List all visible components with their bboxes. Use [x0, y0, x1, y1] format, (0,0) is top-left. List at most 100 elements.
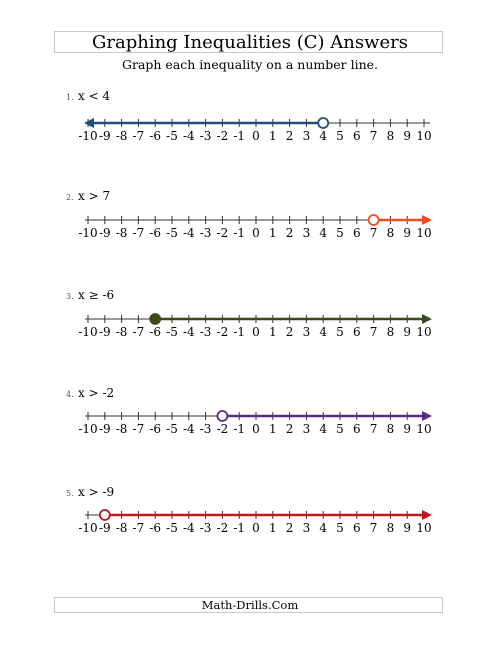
tick-label: 9: [403, 226, 411, 240]
tick-label: 3: [303, 422, 311, 436]
tick-label: 4: [319, 226, 327, 240]
tick-label: 7: [370, 325, 378, 339]
tick-label: 6: [353, 521, 361, 535]
tick-label: 5: [336, 521, 344, 535]
tick-label: -3: [200, 325, 212, 339]
title-box: [54, 31, 443, 53]
tick-label: -3: [200, 422, 212, 436]
tick-label: -1: [233, 325, 245, 339]
tick-label: 5: [336, 129, 344, 143]
open-circle-icon: [367, 214, 380, 226]
tick-label: 6: [353, 422, 361, 436]
tick-label: -8: [116, 325, 128, 339]
tick-label: -4: [183, 422, 195, 436]
tick-label: 3: [303, 521, 311, 535]
tick-label: 10: [416, 226, 431, 240]
open-circle-icon: [216, 410, 229, 422]
tick-label: -10: [78, 521, 97, 535]
tick-label: -3: [200, 226, 212, 240]
tick-label: -6: [149, 422, 161, 436]
tick-label: 9: [403, 129, 411, 143]
tick-label: 6: [353, 129, 361, 143]
tick-label: 4: [319, 325, 327, 339]
tick-label: -8: [116, 521, 128, 535]
tick-label: 2: [286, 129, 294, 143]
tick-label: 8: [387, 325, 395, 339]
tick-label: 4: [319, 521, 327, 535]
tick-label: -9: [99, 325, 111, 339]
tick-label: 7: [370, 521, 378, 535]
tick-label: -10: [78, 325, 97, 339]
tick-label: -9: [99, 422, 111, 436]
tick-label: 8: [387, 422, 395, 436]
footer-text: Math-Drills.Com: [201, 598, 299, 612]
tick-label: 2: [286, 226, 294, 240]
problem-1-number: 1.: [66, 93, 74, 102]
tick-label: 0: [252, 325, 260, 339]
tick-label: -1: [233, 129, 245, 143]
problem-3-inequality: x ≥ -6: [78, 288, 115, 302]
tick-label: 3: [303, 325, 311, 339]
tick-label: 7: [370, 422, 378, 436]
tick-label: -6: [149, 226, 161, 240]
tick-label: 0: [252, 521, 260, 535]
tick-label: -5: [166, 422, 178, 436]
tick-label: 8: [387, 521, 395, 535]
tick-label: 7: [370, 129, 378, 143]
tick-label: -8: [116, 422, 128, 436]
footer-box: [54, 597, 443, 613]
tick-label: 2: [286, 422, 294, 436]
arrow-right-icon: [422, 215, 432, 225]
page-title: Graphing Inequalities (C) Answers: [91, 32, 408, 53]
tick-label: 10: [416, 129, 431, 143]
tick-label: -9: [99, 129, 111, 143]
tick-label: -6: [149, 129, 161, 143]
tick-label: 0: [252, 422, 260, 436]
problem-4-number: 4.: [66, 390, 74, 399]
tick-label: -5: [166, 226, 178, 240]
tick-label: 1: [269, 521, 277, 535]
tick-label: -1: [233, 521, 245, 535]
tick-label: 0: [252, 129, 260, 143]
tick-label: 6: [353, 226, 361, 240]
problem-3-number: 3.: [66, 292, 74, 301]
tick-label: 1: [269, 226, 277, 240]
tick-label: 10: [416, 325, 431, 339]
tick-label: -5: [166, 521, 178, 535]
tick-label: -5: [166, 129, 178, 143]
tick-label: 1: [269, 129, 277, 143]
tick-label: -3: [200, 521, 212, 535]
problem-2-inequality: x > 7: [78, 189, 111, 203]
tick-label: -6: [149, 521, 161, 535]
arrow-right-icon: [422, 510, 432, 520]
tick-label: -2: [217, 129, 229, 143]
tick-label: 8: [387, 226, 395, 240]
tick-label: 4: [319, 129, 327, 143]
closed-circle-icon: [149, 313, 162, 325]
tick-label: 1: [269, 325, 277, 339]
arrow-right-icon: [422, 314, 432, 324]
tick-label: 2: [286, 521, 294, 535]
tick-label: -7: [133, 226, 145, 240]
tick-label: 4: [319, 422, 327, 436]
tick-label: 2: [286, 325, 294, 339]
tick-label: -4: [183, 129, 195, 143]
tick-label: -7: [133, 325, 145, 339]
tick-label: -9: [99, 226, 111, 240]
tick-label: -2: [217, 325, 229, 339]
tick-label: -7: [133, 521, 145, 535]
arrow-left-icon: [84, 118, 94, 128]
arrow-right-icon: [422, 411, 432, 421]
tick-label: 0: [252, 226, 260, 240]
tick-label: 6: [353, 325, 361, 339]
tick-label: 9: [403, 325, 411, 339]
tick-label: 9: [403, 521, 411, 535]
tick-label: 10: [416, 521, 431, 535]
tick-label: 10: [416, 422, 431, 436]
number-line-4: -10 -9 -8 -7 -6 -5 -4 -3 -2 -1 0 1 2 3 4 5 6 7 8 9 10: [78, 410, 432, 436]
tick-label: 7: [370, 226, 378, 240]
tick-label: 5: [336, 226, 344, 240]
problem-2-number: 2.: [66, 193, 74, 202]
number-line-2: -10 -9 -8 -7 -6 -5 -4 -3 -2 -1 0 1 2 3 4 5 6 7 8 9 10: [78, 214, 432, 240]
tick-label: -5: [166, 325, 178, 339]
